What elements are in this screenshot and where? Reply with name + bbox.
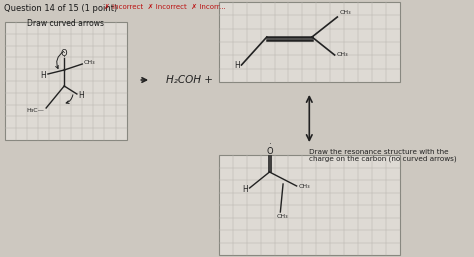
FancyArrowPatch shape [55, 51, 64, 69]
Text: Question 14 of 15 (1 point): Question 14 of 15 (1 point) [4, 4, 117, 13]
Text: ✗ Incorrect  ✗ Incorrect  ✗ Incorr...: ✗ Incorrect ✗ Incorrect ✗ Incorr... [104, 4, 226, 10]
Text: H₃C—: H₃C— [27, 107, 44, 113]
FancyArrowPatch shape [66, 95, 73, 104]
Text: H₂COH +: H₂COH + [166, 75, 213, 85]
Text: :: : [269, 141, 272, 150]
Text: H: H [234, 60, 240, 69]
Text: O: O [61, 49, 67, 58]
Text: CH₃: CH₃ [299, 183, 310, 188]
Bar [5, 22, 127, 140]
Text: CH₃: CH₃ [276, 214, 288, 219]
Text: CH₃: CH₃ [337, 52, 348, 58]
Text: H: H [40, 70, 46, 79]
Text: CH₃: CH₃ [339, 10, 351, 15]
Text: H: H [79, 91, 84, 100]
Text: CH₃: CH₃ [83, 60, 95, 66]
Text: Draw curved arrows: Draw curved arrows [27, 19, 104, 28]
Bar [219, 2, 400, 82]
Text: Draw the resonance structure with the
charge on the carbon (no curved arrows): Draw the resonance structure with the ch… [310, 149, 457, 162]
Bar [219, 155, 400, 255]
Text: H: H [242, 186, 248, 195]
Text: O: O [266, 147, 273, 156]
Text: :: : [63, 50, 65, 59]
